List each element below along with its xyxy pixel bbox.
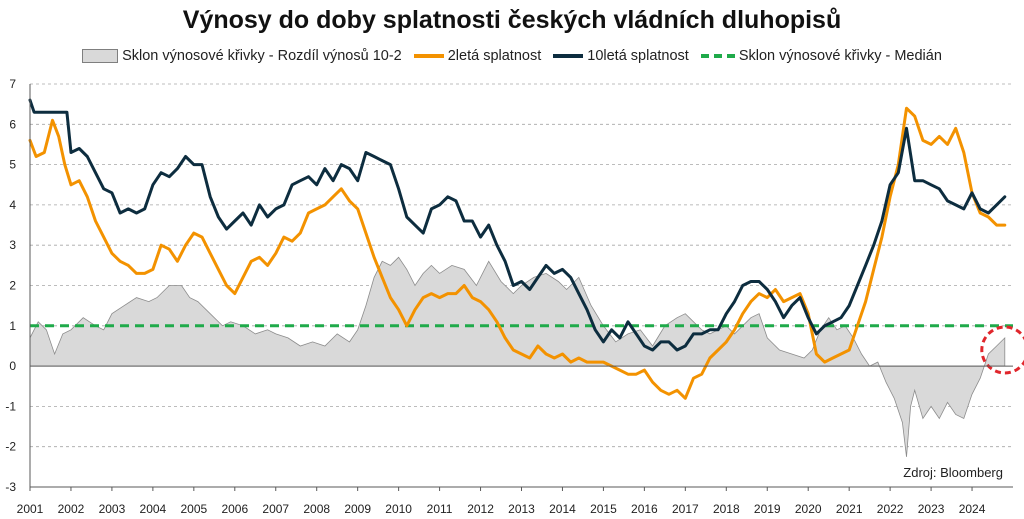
y-tick-label--1: -1 bbox=[5, 399, 16, 413]
x-tick-label-2014: 2014 bbox=[549, 502, 576, 516]
x-tick-label-2003: 2003 bbox=[99, 502, 126, 516]
x-tick-label-2012: 2012 bbox=[467, 502, 494, 516]
legend-swatch-2y bbox=[413, 54, 444, 58]
x-tick-label-2018: 2018 bbox=[713, 502, 740, 516]
x-tick-label-2006: 2006 bbox=[221, 502, 248, 516]
x-tick-label-2022: 2022 bbox=[877, 502, 904, 516]
y-tick-label-1: 1 bbox=[9, 319, 16, 333]
x-tick-label-2009: 2009 bbox=[344, 502, 371, 516]
x-tick-label-2008: 2008 bbox=[303, 502, 330, 516]
y-tick-label-5: 5 bbox=[9, 158, 16, 172]
x-tick-label-2016: 2016 bbox=[631, 502, 658, 516]
legend-label-spread: Sklon výnosové křivky - Rozdíl výnosů 10… bbox=[122, 48, 402, 64]
x-tick-label-2007: 2007 bbox=[262, 502, 289, 516]
highlight-circle bbox=[980, 325, 1024, 375]
x-tick-label-2001: 2001 bbox=[17, 502, 44, 516]
x-tick-label-2005: 2005 bbox=[180, 502, 207, 516]
y-tick-label-3: 3 bbox=[9, 238, 16, 252]
y-tick-label-2: 2 bbox=[9, 279, 16, 293]
x-tick-label-2002: 2002 bbox=[58, 502, 85, 516]
source-note: Zdroj: Bloomberg bbox=[903, 465, 1003, 480]
legend-item-median: Sklon výnosové křivky - Medián bbox=[700, 48, 942, 64]
x-tick-label-2015: 2015 bbox=[590, 502, 617, 516]
series-line-2y bbox=[28, 106, 1007, 400]
legend-swatch-10y bbox=[553, 54, 584, 58]
x-tick-label-2023: 2023 bbox=[918, 502, 945, 516]
y-tick-label-0: 0 bbox=[9, 359, 16, 373]
x-tick-label-2017: 2017 bbox=[672, 502, 699, 516]
y-tick-label-6: 6 bbox=[9, 117, 16, 131]
chart-marks bbox=[28, 98, 1024, 457]
series-line-10y bbox=[28, 98, 1007, 352]
x-tick-label-2010: 2010 bbox=[385, 502, 412, 516]
x-tick-label-2011: 2011 bbox=[427, 502, 453, 516]
legend-label-10y: 10letá splatnost bbox=[587, 48, 689, 64]
x-tick-label-2020: 2020 bbox=[795, 502, 822, 516]
legend-swatch-spread bbox=[82, 49, 119, 63]
chart-legend: Sklon výnosové křivky - Rozdíl výnosů 10… bbox=[0, 48, 1024, 64]
y-tick-label--3: -3 bbox=[5, 480, 16, 494]
legend-swatch-median bbox=[700, 54, 735, 58]
x-tick-label-2024: 2024 bbox=[959, 502, 986, 516]
legend-item-10y: 10letá splatnost bbox=[553, 48, 689, 64]
y-tick-label-7: 7 bbox=[9, 77, 16, 91]
legend-label-2y: 2letá splatnost bbox=[447, 48, 542, 64]
x-tick-label-2021: 2021 bbox=[836, 502, 863, 516]
x-tick-label-2004: 2004 bbox=[140, 502, 167, 516]
y-tick-label--2: -2 bbox=[5, 440, 16, 454]
legend-label-median: Sklon výnosové křivky - Medián bbox=[738, 48, 942, 64]
x-tick-label-2019: 2019 bbox=[754, 502, 781, 516]
legend-item-2y: 2letá splatnost bbox=[413, 48, 542, 64]
legend-item-spread: Sklon výnosové křivky - Rozdíl výnosů 10… bbox=[82, 48, 402, 64]
y-tick-label-4: 4 bbox=[9, 198, 16, 212]
chart-title: Výnosy do doby splatnosti českých vládní… bbox=[182, 6, 842, 34]
series-area-spread bbox=[29, 256, 1006, 457]
x-tick-label-2013: 2013 bbox=[508, 502, 535, 516]
